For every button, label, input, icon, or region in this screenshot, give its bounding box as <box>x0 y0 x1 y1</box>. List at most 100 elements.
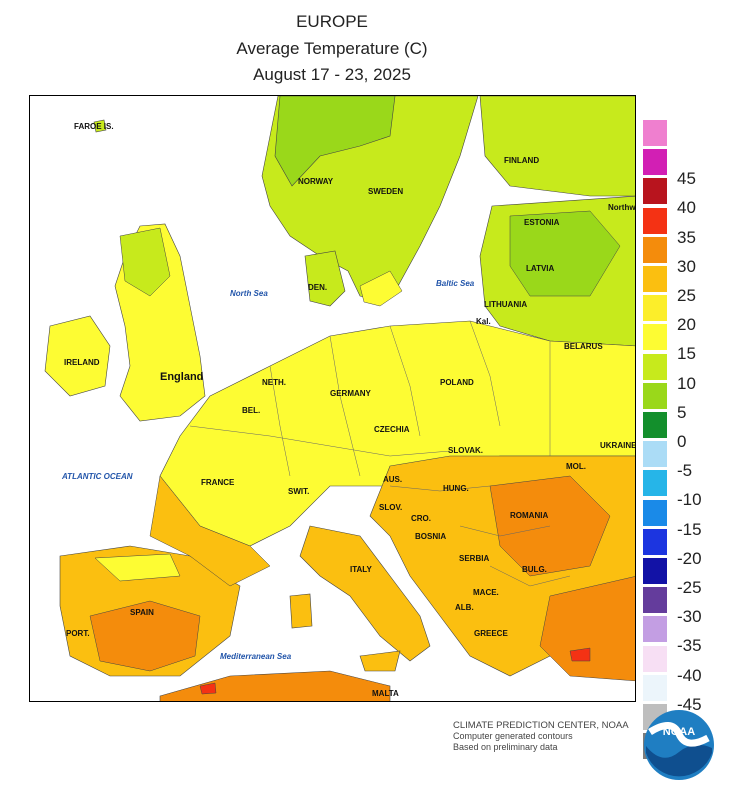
label-ukraine: UKRAINE <box>600 441 636 450</box>
label-croatia: CRO. <box>411 514 431 523</box>
credit-contours: Computer generated contours <box>453 731 573 741</box>
label-italy: ITALY <box>350 565 372 574</box>
scotland-cool <box>119 227 171 297</box>
label-albania: ALB. <box>455 603 474 612</box>
legend-swatch <box>643 441 667 468</box>
denmark-landmass <box>304 250 346 307</box>
label-czechia: CZECHIA <box>374 425 410 434</box>
label-norway: NORWAY <box>298 177 334 186</box>
label-spain: SPAIN <box>130 608 154 617</box>
legend-swatch <box>643 558 667 584</box>
label-estonia: ESTONIA <box>524 218 560 227</box>
italy <box>299 525 431 662</box>
legend-swatch <box>643 324 667 351</box>
spain-north-mild <box>94 553 181 582</box>
legend-tick-label: -25 <box>677 578 702 597</box>
france-south <box>149 475 271 587</box>
legend-tick-label: 45 <box>677 169 696 189</box>
label-northwest-district: Northwest District <box>608 203 636 212</box>
label-malta: MALTA <box>372 689 399 698</box>
label-mediterranean-sea: Mediterranean Sea <box>220 652 292 661</box>
legend-swatch <box>643 120 667 146</box>
legend-swatch <box>643 295 667 322</box>
legend-tick-label: -5 <box>677 461 693 481</box>
label-england: England <box>160 371 203 383</box>
north-africa <box>159 670 391 701</box>
legend-swatch <box>643 499 667 526</box>
label-austria: AUS. <box>383 475 402 484</box>
legend-tick-label: -35 <box>677 636 702 656</box>
map-period: August 17 - 23, 2025 <box>253 65 411 84</box>
label-belgium: BEL. <box>242 406 260 415</box>
ireland <box>44 315 111 397</box>
label-macedonia: MACE. <box>473 588 499 597</box>
label-north-sea: North Sea <box>230 289 268 298</box>
label-latvia: LATVIA <box>526 264 555 273</box>
greece-turkey-hot <box>539 576 635 682</box>
legend-tick-label: -15 <box>677 519 702 539</box>
label-moldova: MOL. <box>566 462 586 471</box>
label-netherlands: NETH. <box>262 378 286 387</box>
legend-swatch <box>643 528 667 555</box>
noaa-logo: NOAA <box>642 708 716 782</box>
finland-landmass <box>479 96 635 197</box>
legend-tick-label: 0 <box>677 432 687 451</box>
label-bosnia: BOSNIA <box>415 532 446 541</box>
legend-tick-label: 40 <box>677 198 696 218</box>
label-slovenia: SLOV. <box>379 503 402 512</box>
legend-swatch <box>643 149 667 176</box>
label-atlantic-ocean: ATLANTIC OCEAN <box>61 472 133 481</box>
legend-tick-label: 15 <box>677 344 696 364</box>
label-denmark: DEN. <box>308 283 327 292</box>
legend-tick-label: -20 <box>677 548 702 568</box>
label-baltic-sea: Baltic Sea <box>436 279 475 288</box>
credit-preliminary: Based on preliminary data <box>453 742 558 752</box>
legend-tick-label: 5 <box>677 402 687 422</box>
legend-tick-label: 35 <box>677 227 696 247</box>
label-hungary: HUNG. <box>443 484 469 493</box>
noaa-logo-text: NOAA <box>663 726 695 738</box>
label-france: FRANCE <box>201 478 235 487</box>
legend-swatch <box>643 616 667 643</box>
legend-swatch <box>643 266 667 292</box>
legend-swatch <box>643 236 667 263</box>
legend-swatch <box>643 674 667 701</box>
label-serbia: SERBIA <box>459 554 489 563</box>
legend-tick-label: -40 <box>677 665 702 685</box>
map-title: EUROPE <box>296 12 368 31</box>
legend-swatch <box>643 353 667 380</box>
map-subtitle: Average Temperature (C) <box>236 39 428 58</box>
legend-tick-label: 20 <box>677 315 696 335</box>
norway-cool-zone <box>274 96 396 187</box>
label-belarus: BELARUS <box>564 342 603 351</box>
legend-tick-label: -30 <box>677 607 702 627</box>
sweden-south-warm <box>359 270 403 307</box>
label-bulgaria: BULG. <box>522 565 547 574</box>
turkey-red-spot <box>569 647 591 662</box>
legend-swatch <box>643 207 667 234</box>
label-faroe: FAROE IS. <box>74 122 114 131</box>
legend-swatch <box>643 412 667 438</box>
label-romania: ROMANIA <box>510 511 548 520</box>
label-sweden: SWEDEN <box>368 187 403 196</box>
legend-swatch <box>643 470 667 497</box>
label-portugal: PORT. <box>66 629 90 638</box>
north-africa-red <box>199 682 217 695</box>
credit-cpc: CLIMATE PREDICTION CENTER, NOAA <box>453 720 629 731</box>
legend-tick-label: 30 <box>677 256 696 276</box>
label-greece: GREECE <box>474 629 508 638</box>
legend-tick-label: -45 <box>677 694 702 714</box>
faroe-islands <box>93 119 107 133</box>
legend-tick-label: 25 <box>677 286 696 305</box>
legend-swatch <box>643 382 667 409</box>
label-slovakia: SLOVAK. <box>448 446 483 455</box>
label-switzerland: SWIT. <box>288 487 309 496</box>
label-poland: POLAND <box>440 378 474 387</box>
legend-swatch <box>643 178 667 205</box>
sicily <box>359 650 401 672</box>
spain-hot-zone <box>89 600 201 672</box>
legend-swatch <box>643 587 667 614</box>
label-germany: GERMANY <box>330 389 372 398</box>
label-ireland: IRELAND <box>64 358 100 367</box>
baltic-cool-zone <box>509 210 621 297</box>
